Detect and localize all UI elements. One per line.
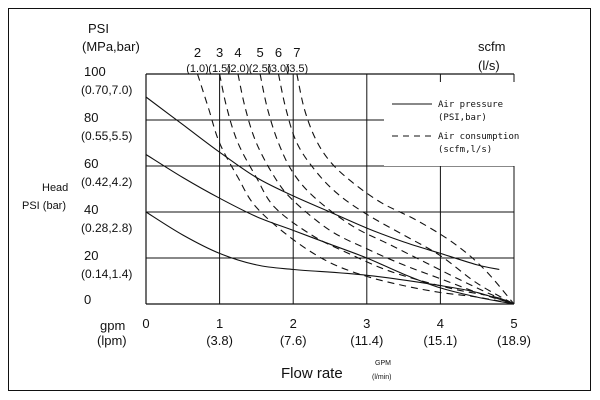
legend-background <box>384 82 534 166</box>
x-tick-label-5: 5 <box>510 316 517 331</box>
air-consumption-curve-1 <box>196 73 515 305</box>
top-axis-tick-labels: 2 (1.0) 3 (1.5)4 (2.0) 5 (2.5)6 (3.0)7 (3.5) <box>186 45 308 75</box>
y-axis-title-mpa-bar: (MPa,bar) <box>82 39 140 54</box>
legend-air-consumption-label: Air consumption <box>438 132 519 142</box>
y-tick-sub-label-100: (0.70,7.0) <box>81 83 132 97</box>
top-tick-sub-label-4: (2.0) <box>227 63 250 75</box>
x-tick-sub-label-3: (11.4) <box>350 333 383 348</box>
y-tick-sub-label-60: (0.42,4.2) <box>81 175 132 189</box>
y-tick-label-80: 80 <box>84 110 98 125</box>
side-label-head: Head <box>42 182 68 194</box>
top-tick-label-4: 4 <box>234 45 241 60</box>
top-tick-label-5: 5 <box>256 45 263 60</box>
air-consumption-curve-6 <box>296 73 515 305</box>
x-tick-label-1: 1 <box>216 316 223 331</box>
top-tick-label-6: 6 <box>275 45 282 60</box>
x-tick-label-2: 2 <box>290 316 297 331</box>
y-tick-label-40: 40 <box>84 202 98 217</box>
x-tick-sub-label-5: (18.9) <box>497 333 531 348</box>
y-tick-label-100: 100 <box>84 64 106 79</box>
top-tick-sub-label-2: (1.0) <box>186 63 209 75</box>
top-tick-sub-label-6: (3.0) <box>267 63 290 75</box>
x-tick-labels: 0 1 (3.8) 2 (7.6) 3 (11.4) 4 (15.1) 5 (18.9) <box>142 316 531 348</box>
top-tick-label-3: 3 <box>216 45 223 60</box>
x-tick-label-3: 3 <box>363 316 370 331</box>
y-tick-label-20: 20 <box>84 248 98 263</box>
x-axis-unit-gpm: GPM <box>375 360 391 367</box>
x-tick-sub-label-1: (3.8) <box>206 333 233 348</box>
air-consumption-curve-2 <box>219 73 515 305</box>
y-tick-sub-label-20: (0.14,1.4) <box>81 267 132 281</box>
air-pressure-curve-3 <box>145 96 500 271</box>
top-tick-label-7: 7 <box>293 45 300 60</box>
x-axis-label-lpm: (lpm) <box>97 333 127 348</box>
side-label-psi-bar: PSI (bar) <box>22 200 66 212</box>
x-tick-label-0: 0 <box>142 316 149 331</box>
y-tick-sub-label-80: (0.55,5.5) <box>81 129 132 143</box>
series-lines <box>145 73 515 305</box>
legend-air-pressure-label: Air pressure <box>438 100 503 110</box>
x-tick-label-4: 4 <box>437 316 444 331</box>
y-tick-sub-label-40: (0.28,2.8) <box>81 221 132 235</box>
top-tick-sub-label-3: (1.5) <box>208 63 231 75</box>
x-axis-title-flow-rate: Flow rate <box>281 365 343 382</box>
y-tick-label-60: 60 <box>84 156 98 171</box>
x-axis-label-gpm: gpm <box>100 318 125 333</box>
legend-air-pressure-unit: (PSI,bar) <box>438 113 487 123</box>
top-tick-sub-label-5: (2.5) <box>249 63 272 75</box>
legend-air-consumption-unit: (scfm,l/s) <box>438 145 492 155</box>
x-tick-sub-label-2: (7.6) <box>280 333 307 348</box>
figure-frame <box>8 8 591 391</box>
air-pressure-curve-1 <box>145 211 515 305</box>
top-axis-unit-scfm: scfm <box>478 39 505 54</box>
y-tick-labels: 100 (0.70,7.0) 80 (0.55,5.5) 60 (0.42,4.2) 40 (… <box>81 64 132 307</box>
top-tick-label-2: 2 <box>194 45 201 60</box>
y-tick-label-0: 0 <box>84 292 91 307</box>
top-axis-unit-ls: (l/s) <box>478 58 500 73</box>
air-consumption-curve-5 <box>277 73 515 305</box>
x-axis-unit-lmin: (l/min) <box>372 374 391 381</box>
air-consumption-curve-4 <box>259 73 515 305</box>
air-consumption-curve-3 <box>237 73 515 305</box>
top-tick-sub-label-7: (3.5) <box>286 63 309 75</box>
legend: Air pressure (PSI,bar) Air consumption (… <box>384 82 534 166</box>
air-pressure-curve-2 <box>145 154 515 305</box>
x-tick-sub-label-4: (15.1) <box>423 333 457 348</box>
y-axis-title-psi: PSI <box>88 21 109 36</box>
